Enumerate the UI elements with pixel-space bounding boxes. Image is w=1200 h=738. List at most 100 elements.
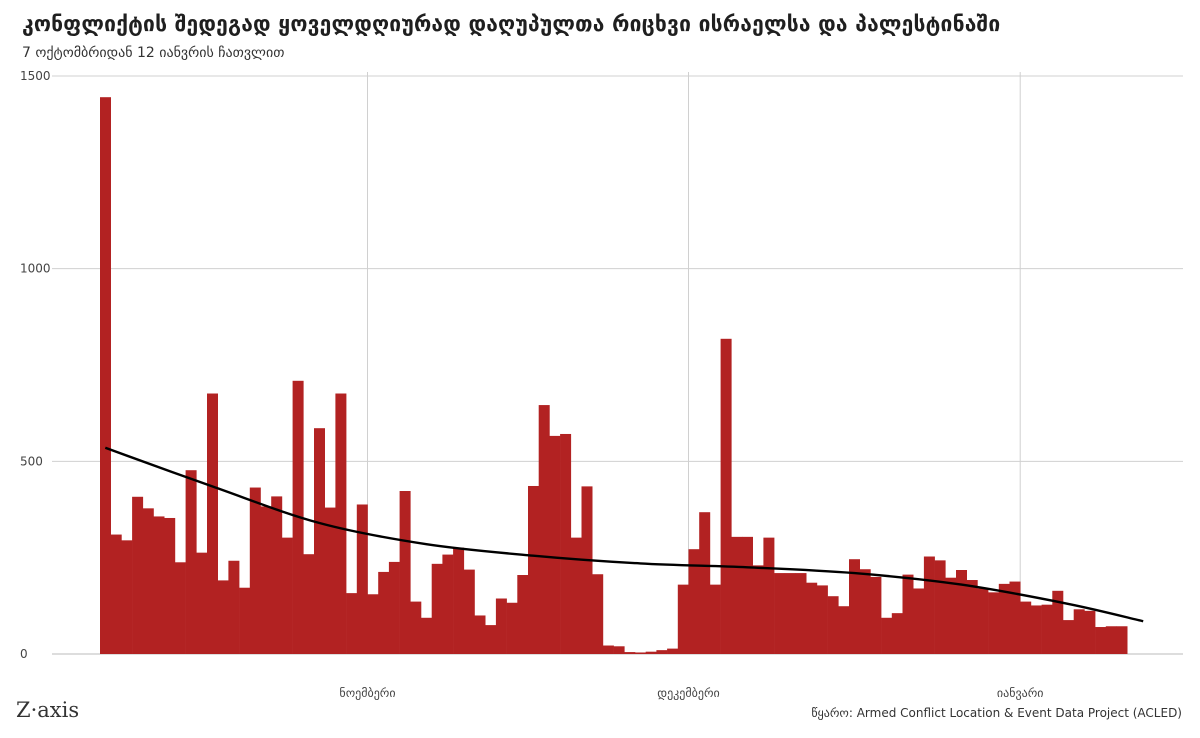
bar bbox=[913, 588, 925, 654]
bar bbox=[891, 613, 903, 654]
bar bbox=[570, 537, 582, 654]
bar bbox=[602, 645, 614, 654]
bar bbox=[774, 573, 786, 654]
bar bbox=[260, 506, 272, 654]
bar bbox=[1063, 620, 1074, 654]
y-tick-label: 0 bbox=[20, 647, 28, 661]
bar bbox=[752, 565, 764, 654]
bar bbox=[228, 560, 240, 654]
bar bbox=[324, 507, 336, 654]
bar bbox=[346, 593, 358, 654]
brand-logo: Z·axis bbox=[16, 698, 80, 722]
bar bbox=[763, 537, 775, 654]
bar bbox=[731, 536, 743, 654]
bar bbox=[645, 651, 657, 654]
bar bbox=[378, 571, 390, 654]
bar bbox=[453, 547, 465, 654]
bar bbox=[110, 534, 122, 654]
bar bbox=[816, 585, 828, 654]
bar bbox=[142, 508, 154, 654]
bar bbox=[667, 648, 679, 654]
bar bbox=[635, 652, 646, 654]
bar bbox=[923, 556, 935, 654]
bar bbox=[677, 584, 689, 654]
bar bbox=[517, 575, 529, 654]
bar bbox=[281, 537, 293, 654]
bar bbox=[1020, 601, 1032, 654]
bar bbox=[624, 652, 636, 654]
bar bbox=[688, 549, 700, 654]
bar bbox=[399, 491, 411, 654]
x-axis-labels: ნოემბერი დეკემბერი იანვარი bbox=[339, 686, 1043, 700]
bar bbox=[100, 97, 111, 654]
bar bbox=[1073, 609, 1085, 654]
x-tick-label: იანვარი bbox=[997, 686, 1044, 700]
bar bbox=[335, 393, 347, 654]
bar bbox=[742, 536, 753, 654]
chart-title: კონფლიქტის შედეგად ყოველდღიურად დაღუპულთ… bbox=[22, 12, 1001, 36]
bar bbox=[217, 580, 229, 654]
bar bbox=[656, 650, 668, 654]
bar bbox=[902, 574, 914, 654]
bar bbox=[838, 606, 850, 654]
bar bbox=[613, 646, 625, 654]
source-note: წყარო: Armed Conflict Location & Event D… bbox=[811, 706, 1182, 720]
y-tick-label: 500 bbox=[20, 454, 43, 468]
y-axis-labels: 0 500 1000 1500 bbox=[20, 69, 51, 661]
bar bbox=[720, 338, 732, 654]
trend-line bbox=[104, 446, 1144, 623]
bar bbox=[1030, 605, 1042, 654]
bar bbox=[271, 496, 283, 654]
bar bbox=[442, 554, 454, 654]
bar bbox=[592, 574, 604, 654]
bar bbox=[303, 554, 315, 654]
bar bbox=[314, 428, 325, 654]
bar bbox=[528, 485, 539, 654]
bar bbox=[998, 583, 1010, 654]
bar bbox=[1041, 604, 1053, 654]
bar bbox=[1105, 626, 1117, 654]
bar bbox=[945, 577, 957, 654]
bar bbox=[367, 594, 379, 654]
bar bbox=[977, 588, 989, 654]
bar bbox=[463, 569, 475, 654]
x-tick-label: ნოემბერი bbox=[339, 686, 395, 700]
bar bbox=[239, 587, 251, 654]
bar bbox=[881, 617, 893, 654]
bar bbox=[538, 405, 550, 654]
bar bbox=[859, 569, 871, 654]
bar bbox=[849, 559, 860, 654]
bar bbox=[196, 552, 208, 654]
bar bbox=[1052, 590, 1064, 654]
bar bbox=[410, 601, 422, 654]
bar bbox=[966, 580, 978, 654]
bar bbox=[827, 596, 839, 654]
y-tick-label: 1500 bbox=[20, 69, 51, 83]
bar bbox=[506, 602, 518, 654]
y-tick-label: 1000 bbox=[20, 262, 51, 276]
y-gridlines bbox=[52, 75, 1183, 655]
x-tick-label: დეკემბერი bbox=[657, 686, 719, 700]
bar bbox=[356, 504, 368, 654]
bar bbox=[699, 512, 711, 654]
bar bbox=[249, 487, 261, 654]
bar bbox=[421, 617, 432, 654]
bar bbox=[1009, 581, 1021, 654]
bar bbox=[474, 615, 486, 654]
bar bbox=[1116, 626, 1128, 654]
bar bbox=[185, 470, 197, 654]
bar bbox=[207, 393, 218, 654]
bar bbox=[431, 563, 443, 654]
bar bbox=[581, 486, 593, 654]
bar-series bbox=[100, 97, 1128, 654]
bar bbox=[495, 598, 507, 654]
bar bbox=[988, 592, 1000, 654]
bar bbox=[549, 435, 561, 654]
bar bbox=[784, 573, 796, 654]
bar bbox=[956, 570, 967, 654]
bar bbox=[388, 561, 400, 654]
bar bbox=[1095, 627, 1107, 654]
bar bbox=[121, 540, 133, 654]
bar bbox=[132, 496, 144, 654]
